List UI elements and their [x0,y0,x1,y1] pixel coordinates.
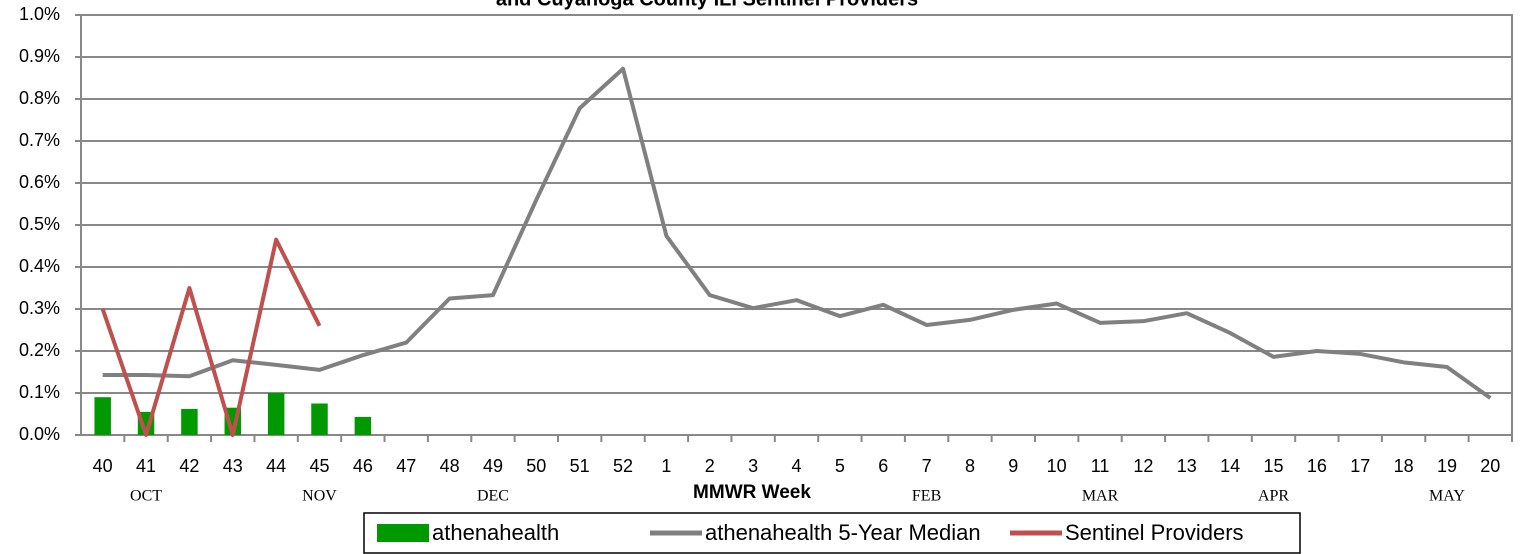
y-tick-label: 0.3% [19,298,60,318]
y-tick-label: 1.0% [19,4,60,24]
legend-swatch [377,524,429,542]
line [102,66,1492,400]
x-tick-label: 9 [1008,456,1018,476]
x-tick-label: 2 [705,456,715,476]
x-tick-label: 47 [396,456,416,476]
x-tick-label: 41 [136,456,156,476]
x-tick-label: 51 [570,456,590,476]
month-label: MAY [1429,488,1465,505]
x-axis-title: MMWR Week [693,482,811,503]
bar [181,408,198,435]
x-tick-label: 45 [309,456,329,476]
y-tick-label: 0.7% [19,130,60,150]
x-tick-label: 43 [223,456,243,476]
bar [311,403,328,435]
x-tick-label: 4 [791,456,801,476]
x-tick-label: 49 [483,456,503,476]
x-tick-label: 10 [1047,456,1067,476]
x-tick-label: 12 [1133,456,1153,476]
x-tick-label: 46 [353,456,373,476]
y-tick-label: 0.1% [19,382,60,402]
bar [94,397,111,435]
x-tick-label: 16 [1307,456,1327,476]
y-tick-label: 0.6% [19,172,60,192]
month-label: MAR [1082,488,1119,505]
x-tick-label: 8 [965,456,975,476]
x-tick-label: 5 [835,456,845,476]
y-tick-label: 0.5% [19,214,60,234]
y-tick-label: 0.9% [19,46,60,66]
x-tick-label: 40 [93,456,113,476]
month-label: OCT [130,488,162,505]
month-label: NOV [302,488,337,505]
x-tick-label: 15 [1263,456,1283,476]
month-label: FEB [912,488,941,505]
x-tick-label: 19 [1437,456,1457,476]
legend-label: Sentinel Providers [1065,520,1244,545]
x-tick-label: 17 [1350,456,1370,476]
legend-label: athenahealth [432,520,559,545]
y-tick-label: 0.2% [19,340,60,360]
x-tick-label: 14 [1220,456,1240,476]
bar [354,416,372,435]
legend-label: athenahealth 5-Year Median [705,520,981,545]
y-tick-label: 0.0% [19,424,60,444]
line [100,237,322,437]
x-tick-label: 11 [1091,456,1110,476]
x-tick-label: 52 [613,456,633,476]
plot-border [80,14,1513,436]
x-tick-label: 20 [1480,456,1500,476]
x-tick-label: 7 [922,456,932,476]
month-label: APR [1258,488,1289,505]
month-label: DEC [477,488,509,505]
x-tick-label: 44 [266,456,286,476]
x-tick-label: 6 [878,456,888,476]
legend: athenahealth athenahealth 5-Year Median Se… [363,512,1301,554]
y-tick-label: 0.4% [19,256,60,276]
x-tick-label: 13 [1177,456,1197,476]
x-tick-label: 1 [661,456,671,476]
x-tick-label: 42 [179,456,199,476]
bar [267,393,285,435]
chart-title: and Cuyahoga County ILI Sentinel Provide… [496,0,918,10]
y-tick-label: 0.8% [19,88,60,108]
x-tick-label: 50 [526,456,546,476]
x-tick-label: 3 [748,456,758,476]
legend-box [363,512,1301,554]
x-tick-label: 18 [1394,456,1414,476]
x-tick-label: 48 [440,456,460,476]
